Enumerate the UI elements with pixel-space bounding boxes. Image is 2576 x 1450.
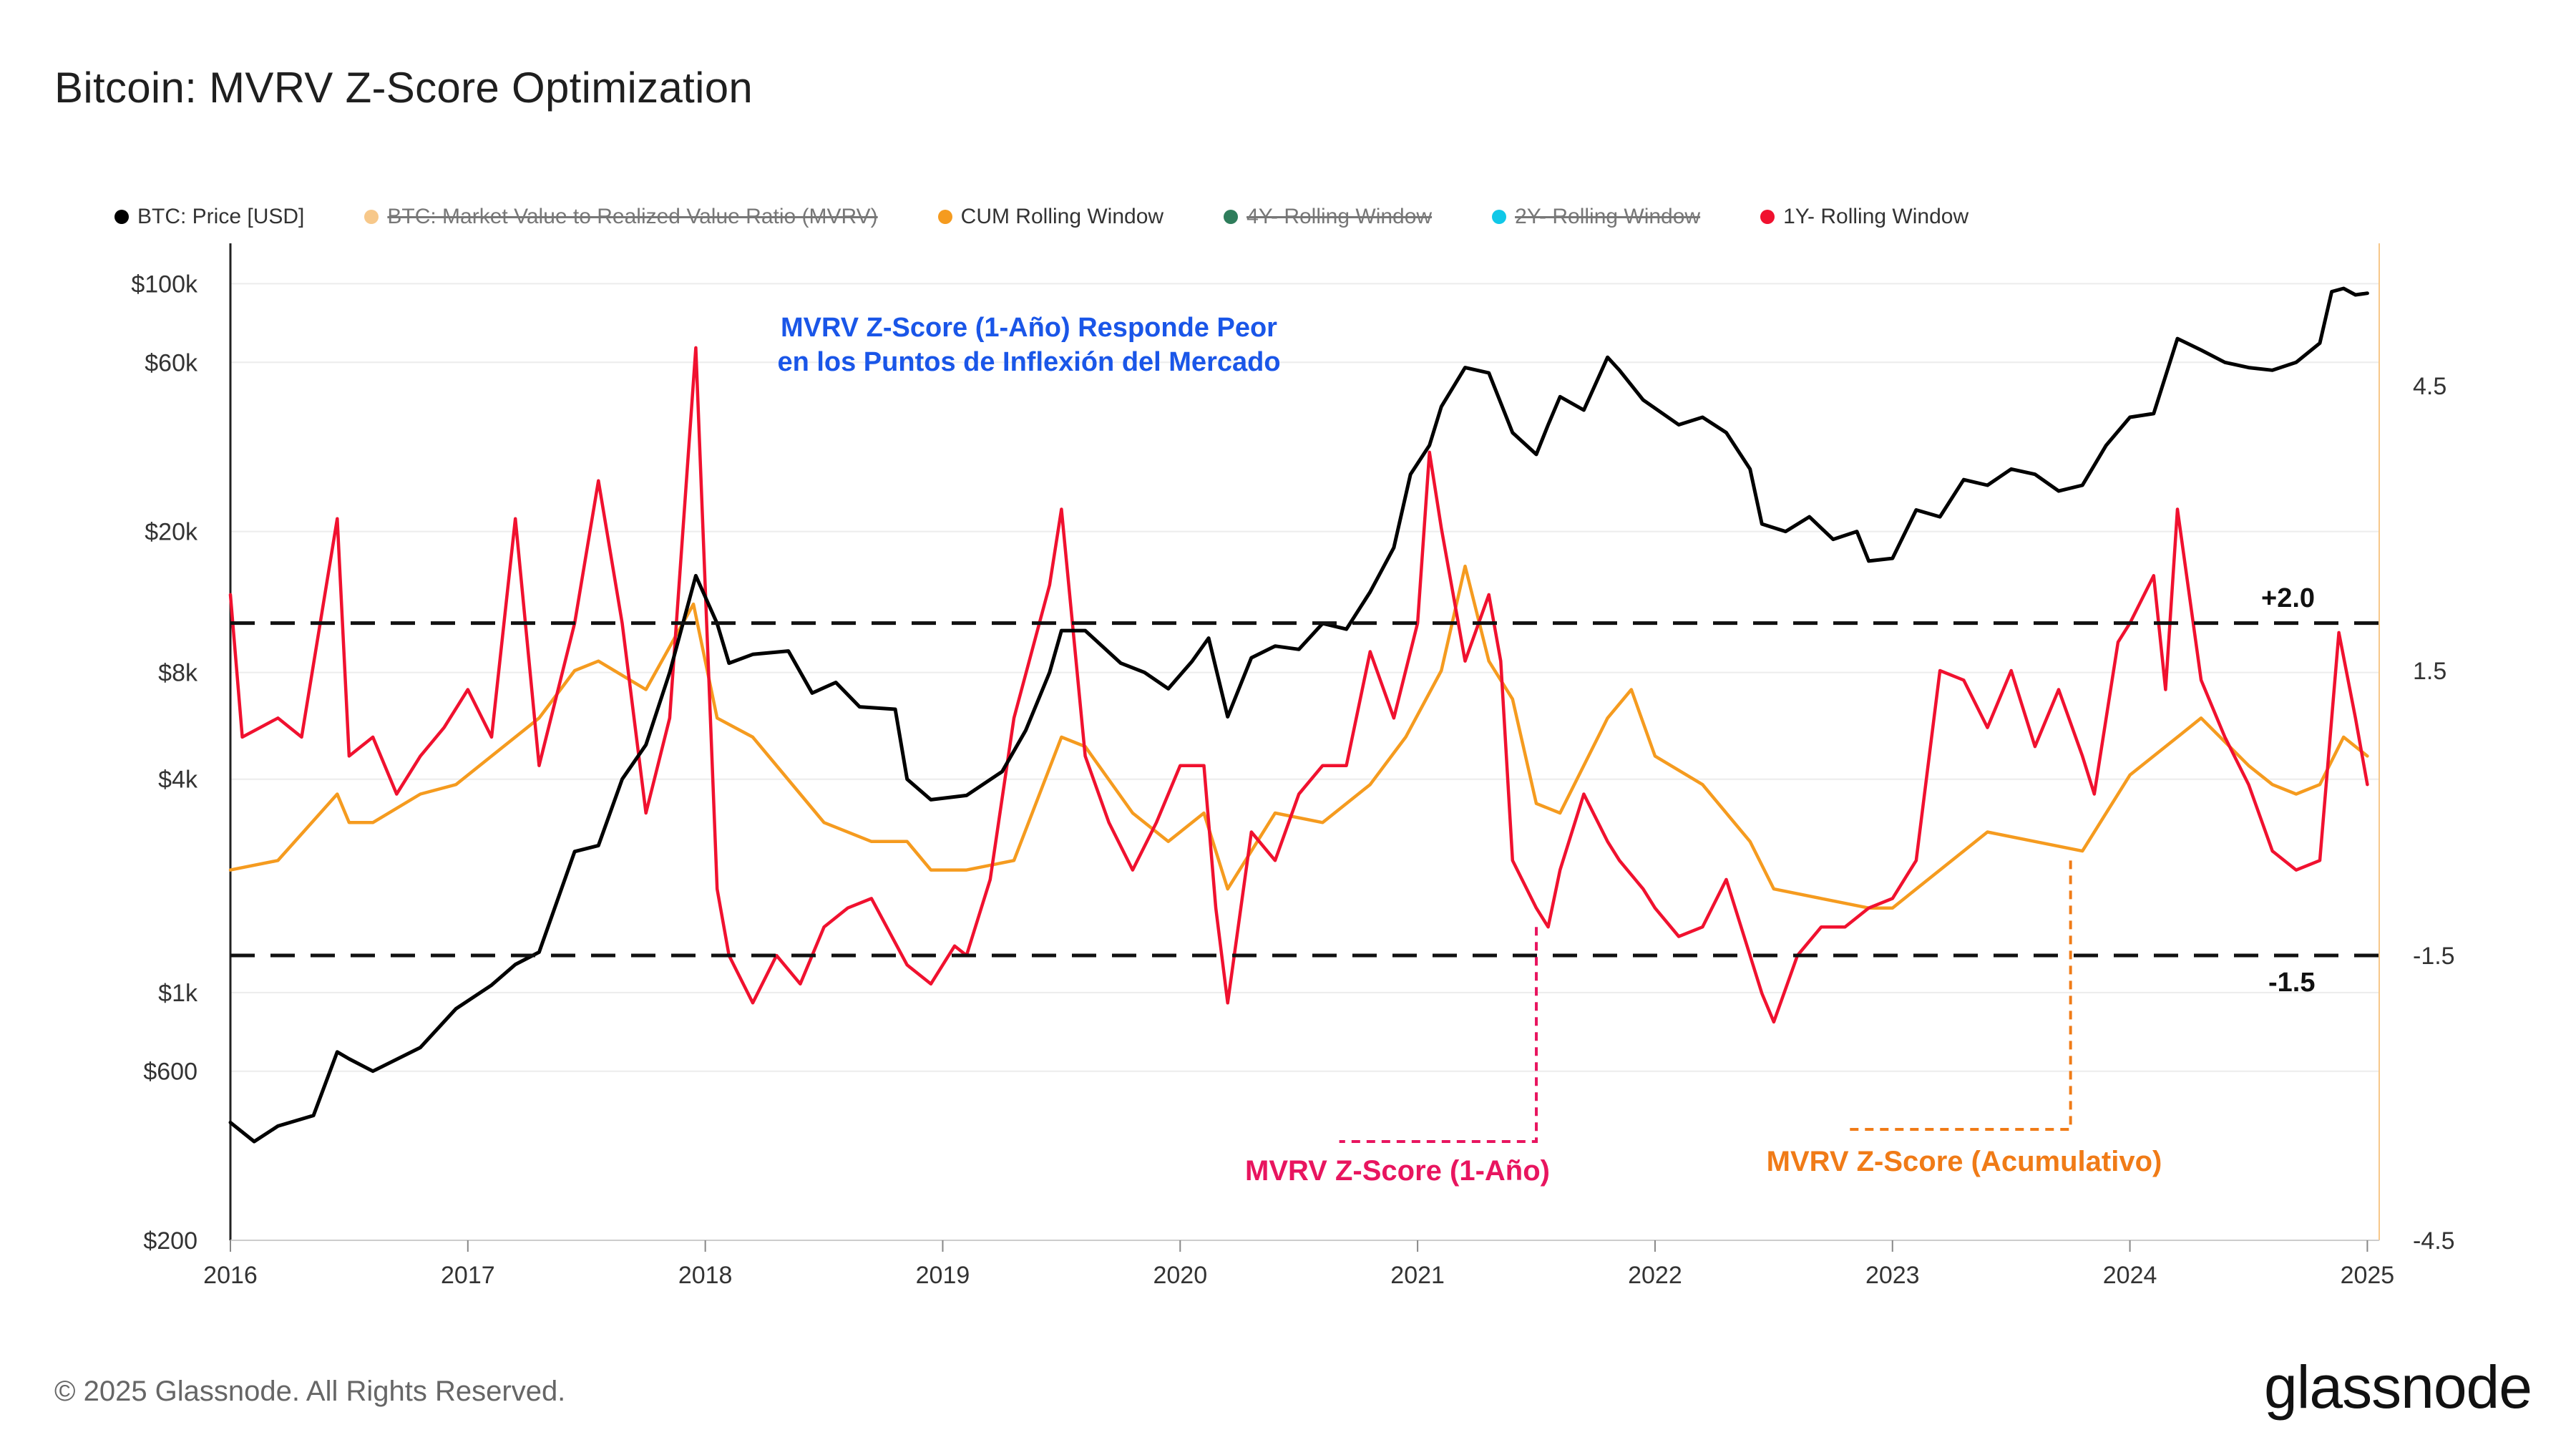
y-left-tick-label: $1k [158, 980, 198, 1007]
legend-item-4y[interactable]: 4Y- Rolling Window [1224, 205, 1432, 229]
series-lines [228, 286, 2369, 1144]
x-tick-label: 2020 [1153, 1262, 1207, 1289]
legend-dot-icon [937, 210, 952, 224]
legend-label: CUM Rolling Window [960, 205, 1164, 228]
legend-label: 2Y- Rolling Window [1515, 205, 1701, 228]
copyright-text: © 2025 Glassnode. All Rights Reserved. [54, 1376, 566, 1407]
legend-item-2y[interactable]: 2Y- Rolling Window [1492, 205, 1700, 229]
x-tick-label: 2022 [1628, 1262, 1682, 1289]
glassnode-logo: glassnode [2264, 1353, 2532, 1421]
legend-dot-icon [1760, 210, 1775, 224]
threshold-lower-label: -1.5 [2268, 968, 2315, 998]
x-tick-label: 2018 [678, 1262, 733, 1289]
x-tick-label: 2019 [916, 1262, 970, 1289]
headline-line-1: MVRV Z-Score (1-Año) Responde Peor [781, 313, 1277, 343]
legend-item-btc-price[interactable]: BTC: Price [USD] [114, 205, 304, 229]
y-left-tick-label: $600 [143, 1059, 197, 1086]
y-left-tick-label: $100k [131, 271, 198, 298]
legend-dot-icon [1492, 210, 1507, 224]
series-line-1y-rolling-window [228, 346, 2369, 1024]
x-tick-label: 2025 [2341, 1262, 2395, 1289]
legend-dot-icon [364, 210, 379, 224]
headline-line-2: en los Puntos de Inflexión del Mercado [777, 347, 1280, 377]
y-left-tick-label: $60k [145, 349, 198, 376]
axes [229, 243, 2380, 1241]
legend-item-1y[interactable]: 1Y- Rolling Window [1760, 205, 1968, 229]
legend-item-cum[interactable]: CUM Rolling Window [937, 205, 1164, 229]
grid-lines [230, 283, 2379, 1241]
legend-label: BTC: Price [USD] [137, 205, 305, 228]
y-right-tick-label: 4.5 [2413, 373, 2446, 400]
legend-label: BTC: Market Value to Realized Value Rati… [387, 205, 878, 228]
legend-label: 4Y- Rolling Window [1246, 205, 1433, 228]
threshold-upper-label: +2.0 [2261, 583, 2315, 613]
x-tick-label: 2023 [1865, 1262, 1920, 1289]
one-year-connector [1339, 927, 1538, 1143]
x-tick-label: 2021 [1390, 1262, 1445, 1289]
annotations: MVRV Z-Score (1-Año) Responde Peor en lo… [777, 313, 2315, 1187]
x-tick-label: 2017 [441, 1262, 495, 1289]
series-line-cum-rolling-window [228, 564, 2369, 910]
y-right-tick-label: -4.5 [2413, 1227, 2455, 1255]
threshold-lines [230, 621, 2379, 1143]
legend-item-mvrv[interactable]: BTC: Market Value to Realized Value Rati… [364, 205, 878, 229]
y-left-tick-label: $20k [145, 519, 198, 546]
legend-label: 1Y- Rolling Window [1783, 205, 1969, 228]
cumulative-label: MVRV Z-Score (Acumulativo) [1767, 1146, 2162, 1177]
one-year-label: MVRV Z-Score (1-Año) [1245, 1155, 1550, 1187]
legend-dot-icon [114, 210, 129, 224]
chart-title: Bitcoin: MVRV Z-Score Optimization [54, 64, 753, 112]
y-left-tick-label: $8k [158, 660, 198, 687]
y-right-tick-label: -1.5 [2413, 943, 2455, 970]
y-right-tick-label: 1.5 [2413, 658, 2446, 685]
chart-legend: BTC: Price [USD] BTC: Market Value to Re… [114, 203, 2029, 231]
legend-dot-icon [1224, 210, 1239, 224]
x-tick-label: 2024 [2103, 1262, 2157, 1289]
y-left-tick-label: $4k [158, 767, 198, 794]
tick-labels: 2016 2017 2018 2019 2020 2021 2022 2023 2024 2025… [131, 271, 2454, 1289]
y-left-tick-label: $200 [143, 1227, 197, 1255]
series-line-btc-price-usd [228, 286, 2369, 1144]
x-tick-label: 2016 [203, 1262, 258, 1289]
